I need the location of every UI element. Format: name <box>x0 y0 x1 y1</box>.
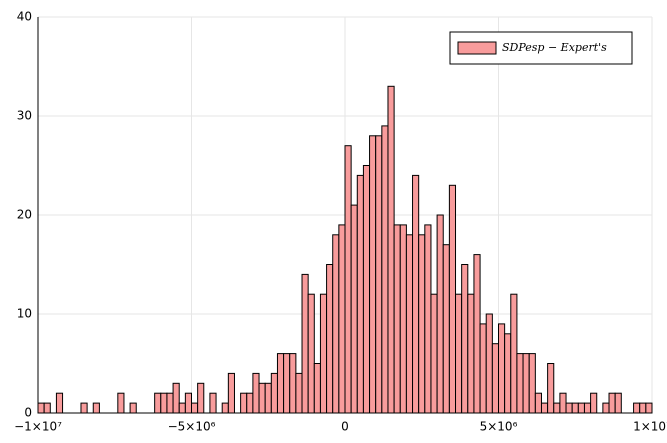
bar <box>270 372 278 414</box>
bar <box>540 402 549 414</box>
bar <box>332 234 340 414</box>
bar <box>37 402 45 414</box>
bar <box>608 392 616 414</box>
bar <box>436 214 444 414</box>
bar <box>559 392 567 414</box>
bar <box>479 323 487 414</box>
bar <box>430 293 438 414</box>
bar <box>209 392 217 414</box>
bar <box>565 402 573 414</box>
bar <box>528 353 536 414</box>
y-tick-label: 40 <box>17 10 32 24</box>
legend-swatch <box>457 41 497 55</box>
bar <box>534 392 542 414</box>
bar <box>473 254 481 414</box>
bar <box>602 402 610 414</box>
bar <box>522 353 530 414</box>
bar <box>504 333 512 414</box>
bar <box>639 402 647 414</box>
bar <box>412 174 420 414</box>
bar <box>246 392 254 414</box>
bar <box>516 353 524 414</box>
bar <box>129 402 137 414</box>
bar <box>258 382 266 414</box>
bar <box>571 402 579 414</box>
bar <box>485 313 493 414</box>
bar <box>356 174 364 414</box>
x-tick-label: 0 <box>341 420 349 434</box>
bar <box>326 264 334 414</box>
legend-label: SDPesp − Expert's <box>502 41 607 54</box>
bar <box>510 293 518 414</box>
bar <box>577 402 585 414</box>
bar <box>467 293 475 414</box>
bar <box>80 402 88 414</box>
bar <box>43 402 51 414</box>
bar <box>362 165 371 414</box>
bar <box>491 343 499 414</box>
bar <box>424 224 432 414</box>
bar <box>252 372 260 414</box>
bar <box>393 224 401 414</box>
bar <box>197 382 205 414</box>
bar <box>313 363 321 414</box>
bar <box>92 402 100 414</box>
y-tick-label: 0 <box>24 406 32 420</box>
bar <box>184 392 193 414</box>
bar <box>461 264 469 414</box>
bar <box>350 204 358 414</box>
bar <box>221 402 229 414</box>
bar <box>178 402 186 414</box>
bar <box>154 392 162 414</box>
x-tick-label: 1×10⁷ <box>633 420 667 434</box>
bar <box>387 85 395 414</box>
bar <box>172 382 180 414</box>
bar <box>590 392 598 414</box>
bar <box>295 372 303 414</box>
bar <box>344 145 352 414</box>
bar <box>227 372 235 414</box>
x-tick-label: −5×10⁶ <box>168 420 216 434</box>
bar <box>160 392 168 414</box>
bar <box>381 125 389 414</box>
bar <box>289 353 297 414</box>
bar <box>369 135 377 414</box>
bar <box>614 392 622 414</box>
bar <box>375 135 383 414</box>
y-tick-label: 10 <box>17 307 32 321</box>
bar <box>283 353 291 414</box>
bar <box>191 402 199 414</box>
bar <box>547 363 555 414</box>
bar <box>498 323 506 414</box>
bar <box>399 224 407 414</box>
bar <box>276 353 285 414</box>
bar <box>301 273 309 414</box>
bar <box>448 184 457 414</box>
y-tick-label: 30 <box>17 109 32 123</box>
bar <box>418 234 426 414</box>
y-tick-label: 20 <box>17 208 32 222</box>
x-tick-label: 5×10⁶ <box>480 420 518 434</box>
bar <box>55 392 64 414</box>
bar <box>307 293 315 414</box>
bar <box>319 293 328 414</box>
bar <box>553 402 561 414</box>
bar <box>166 392 174 414</box>
bar <box>583 402 592 414</box>
bar <box>455 293 463 414</box>
bar <box>117 392 125 414</box>
bar <box>405 234 414 414</box>
x-tick-label: −1×10⁷ <box>14 420 62 434</box>
bar <box>633 402 641 414</box>
bar <box>645 402 653 414</box>
bar <box>442 244 450 414</box>
bar <box>338 224 346 414</box>
bar <box>264 382 272 414</box>
bar <box>240 392 248 414</box>
